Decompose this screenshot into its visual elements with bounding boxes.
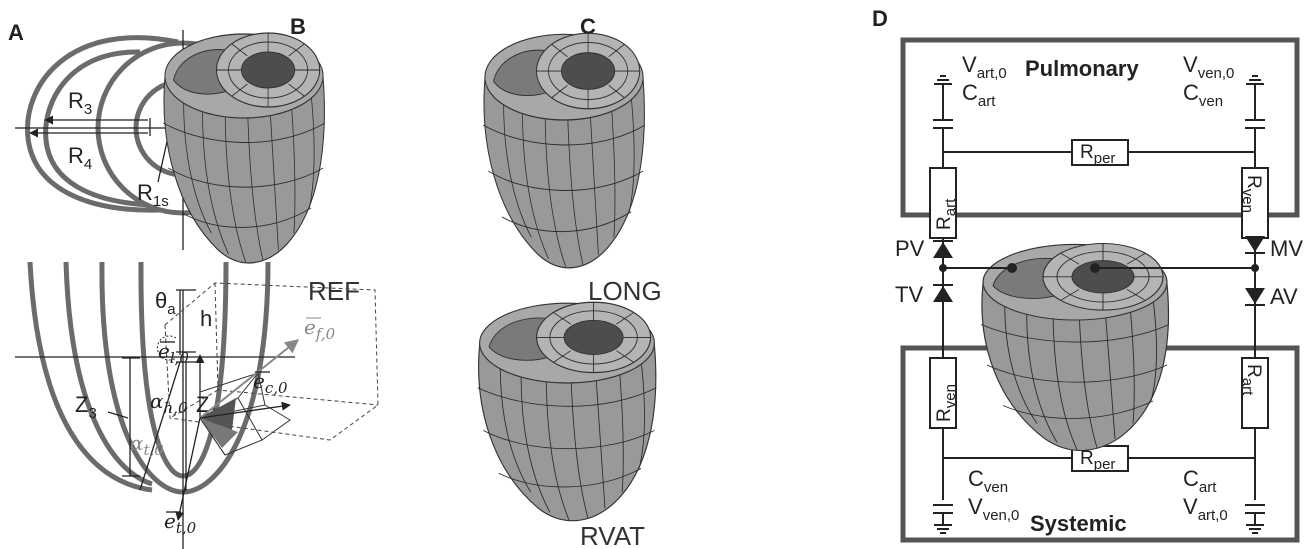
valve-label: TV — [895, 282, 923, 307]
vector-label: el,0 — [158, 339, 189, 367]
model-label: RVAT — [580, 521, 645, 549]
label-sub: art — [978, 93, 996, 110]
circuit-title: Pulmonary — [1025, 56, 1139, 81]
label-sub: l,0 — [170, 349, 190, 367]
model-label: LONG — [588, 276, 662, 306]
panel-label: D — [872, 6, 888, 31]
label-base: R — [1080, 448, 1094, 469]
figure: A B C D R3 R1 R4 R2 R1s θa h Z3 Z1 REF e… — [0, 0, 1316, 549]
label-sub: t,0 — [176, 519, 197, 537]
label-base: θ — [155, 288, 167, 313]
circuit-label: Cven — [1183, 80, 1223, 110]
label-sub: ven,0 — [983, 507, 1020, 524]
label-base: α — [130, 431, 144, 455]
fiber-vectors — [160, 283, 378, 520]
label-sub: 3 — [84, 101, 92, 118]
label-base: Z — [75, 392, 88, 417]
vector-label: ef,0 — [304, 315, 336, 343]
label-sub: art — [942, 198, 959, 216]
label-base: V — [968, 494, 983, 519]
label-sub: 1s — [153, 193, 169, 210]
label-base: R — [137, 180, 153, 205]
label-base: α — [150, 389, 164, 413]
label: R4 — [68, 143, 92, 173]
label-base: C — [1183, 466, 1199, 491]
heart-model — [163, 33, 325, 263]
label-sub: t,0 — [144, 441, 165, 459]
label-base: e — [253, 369, 265, 393]
circuit-title: Systemic — [1030, 511, 1127, 536]
circuit-label: Vart,0 — [1183, 494, 1228, 524]
angle-label: αt,0 — [130, 431, 164, 459]
label-sub: ven — [984, 479, 1008, 496]
panel-label: A — [8, 20, 24, 45]
model-label: REF — [308, 276, 360, 306]
label-base: e — [304, 315, 316, 339]
valve-label: PV — [895, 236, 925, 261]
label: Z3 — [75, 392, 97, 422]
label-base: R — [68, 88, 84, 113]
label-sub: art,0 — [1198, 507, 1228, 524]
label: h — [200, 306, 212, 331]
circuit-label: Vven,0 — [1183, 52, 1234, 82]
label-sub: c,0 — [265, 379, 288, 397]
label-sub: art — [1199, 479, 1217, 496]
label-base: e — [164, 509, 176, 533]
label-sub: f,0 — [315, 325, 336, 343]
circuit-label: Vven,0 — [968, 494, 1019, 524]
label-sub: h,0 — [164, 399, 188, 417]
label-sub: ven — [942, 384, 959, 408]
label-base: R — [68, 143, 84, 168]
valve-label: AV — [1270, 284, 1298, 309]
heart-model — [483, 33, 645, 268]
label-base: C — [968, 466, 984, 491]
label: θa — [155, 288, 176, 318]
label-base: R — [1080, 142, 1094, 163]
label-base: R — [934, 216, 955, 230]
heart-model — [478, 302, 657, 520]
vector-label: ec,0 — [253, 369, 288, 397]
valve-label: MV — [1270, 236, 1303, 261]
label-base: V — [962, 52, 977, 77]
label-sub: 4 — [84, 156, 92, 173]
label-sub: ven — [1239, 189, 1256, 213]
label-base: e — [158, 339, 170, 363]
panel-label: B — [290, 14, 306, 39]
label-sub: ven — [1199, 93, 1223, 110]
label-sub: per — [1094, 150, 1116, 167]
label-sub: ven,0 — [1198, 65, 1235, 82]
label-base: V — [1183, 494, 1198, 519]
label: R3 — [68, 88, 92, 118]
circuit-label: Cart — [1183, 466, 1217, 496]
label-sub: art,0 — [977, 65, 1007, 82]
label-base: R — [1243, 364, 1264, 378]
label-base: C — [962, 80, 978, 105]
heart-model — [981, 244, 1169, 451]
label-base: V — [1183, 52, 1198, 77]
label-sub: a — [167, 301, 176, 318]
circuit-label: Cven — [968, 466, 1008, 496]
circuit-label: Cart — [962, 80, 996, 110]
label-sub: 3 — [88, 405, 96, 422]
label-base: C — [1183, 80, 1199, 105]
label-base: R — [1243, 175, 1264, 189]
label-base: R — [934, 408, 955, 422]
label-sub: art — [1239, 378, 1256, 396]
label-sub: per — [1094, 456, 1116, 473]
vector-label: et,0 — [164, 509, 197, 537]
angle-label: αh,0 — [150, 389, 188, 417]
circuit-label: Vart,0 — [962, 52, 1007, 82]
